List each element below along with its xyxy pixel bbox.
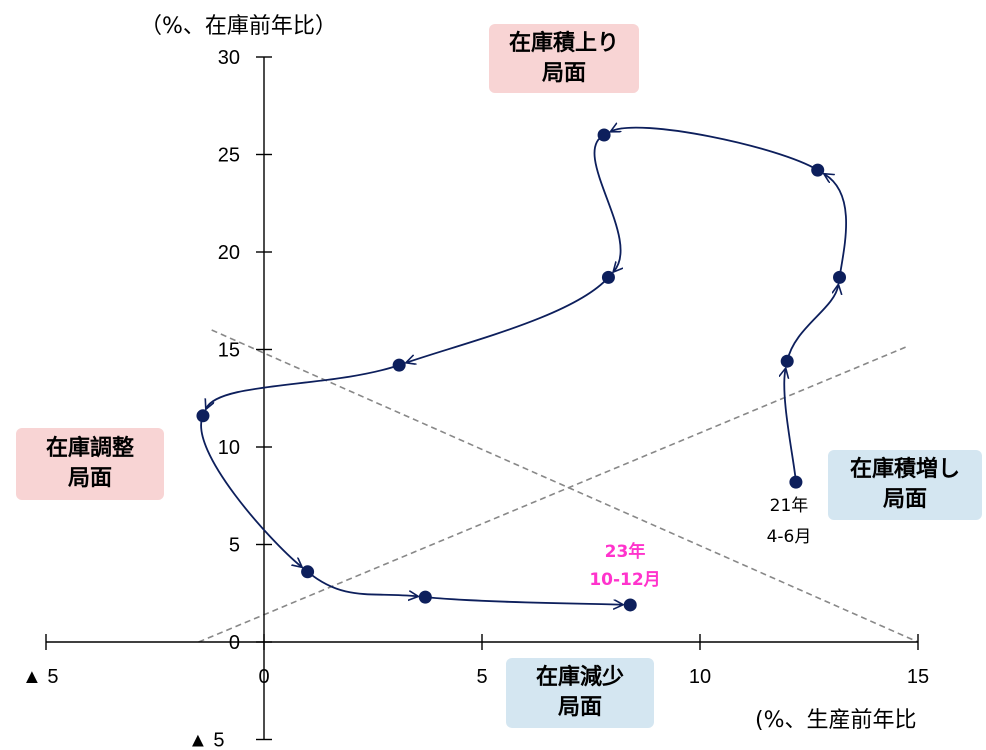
start-annotation-line1: 21年: [770, 496, 809, 516]
y-tick-label: 10: [218, 437, 240, 459]
x-tick-labels: ▲ 5 0 5 10 15: [22, 666, 929, 688]
y-axis-title: （%、在庫前年比）: [140, 14, 337, 39]
x-tick-label: 5: [476, 666, 487, 688]
reference-line-2: [211, 329, 919, 643]
reference-line-1: [198, 344, 910, 643]
series-segment: [784, 369, 797, 483]
data-point: [811, 163, 825, 177]
reference-lines: [198, 329, 919, 643]
data-point: [601, 270, 615, 284]
y-tick-label: 15: [218, 340, 240, 362]
stock-increase-phase-label: 在庫積増し 局面: [828, 450, 982, 520]
x-tick-label: 15: [907, 666, 929, 688]
axes: [45, 56, 919, 741]
stock-adjustment-phase-line1: 在庫調整: [45, 436, 134, 461]
data-point: [780, 354, 794, 368]
y-tick-label: 0: [229, 632, 240, 654]
x-axis-title: (%、生産前年比: [755, 708, 917, 733]
series-segment: [206, 364, 400, 408]
stock-adjustment-phase-line2: 局面: [67, 466, 112, 491]
y-tick-label: 25: [218, 145, 240, 167]
data-point: [196, 409, 210, 423]
y-tick-label: 5: [229, 535, 240, 557]
data-point: [301, 565, 315, 579]
stock-reduction-phase-line2: 局面: [557, 695, 602, 720]
x-tick-label: ▲ 5: [22, 666, 58, 688]
series-segment: [593, 134, 620, 271]
x-tick-label: 10: [689, 666, 711, 688]
stock-increase-phase-line2: 局面: [882, 487, 927, 512]
series-segment: [611, 128, 819, 171]
series-segment: [825, 174, 847, 278]
y-tick-label: 20: [218, 242, 240, 264]
start-annotation-line2: 4-6月: [767, 527, 812, 547]
series-layer: [196, 128, 847, 612]
data-point: [392, 358, 406, 372]
data-point: [789, 475, 803, 489]
end-annotation-line1: 23年: [605, 541, 646, 562]
stock-increase-phase-line1: 在庫積増し: [849, 457, 960, 482]
end-annotation-line2: 10-12月: [589, 570, 660, 590]
data-point: [597, 128, 611, 142]
data-point: [833, 270, 847, 284]
data-point: [623, 598, 637, 612]
stock-build-phase-label: 在庫積上り 局面: [489, 24, 639, 93]
stock-reduction-phase-label: 在庫減少 局面: [506, 658, 654, 728]
series-segment: [425, 596, 622, 604]
stock-reduction-phase-line1: 在庫減少: [535, 665, 624, 690]
stock-adjustment-phase-label: 在庫調整 局面: [16, 428, 164, 500]
series-segment: [200, 415, 301, 567]
series-segment: [307, 571, 418, 597]
series-segment: [786, 285, 838, 362]
stock-build-phase-line2: 局面: [541, 60, 586, 86]
x-tick-label: 0: [258, 666, 269, 688]
stock-build-phase-line1: 在庫積上り: [508, 30, 619, 56]
y-tick-label: ▲ 5: [188, 730, 224, 750]
series-segment: [407, 276, 610, 362]
y-tick-labels: ▲ 5 0 5 10 15 20 25 30: [188, 47, 240, 750]
y-tick-label: 30: [218, 47, 240, 69]
data-point: [418, 590, 432, 604]
point-annotations: 21年 4-6月 23年 10-12月: [589, 496, 811, 590]
